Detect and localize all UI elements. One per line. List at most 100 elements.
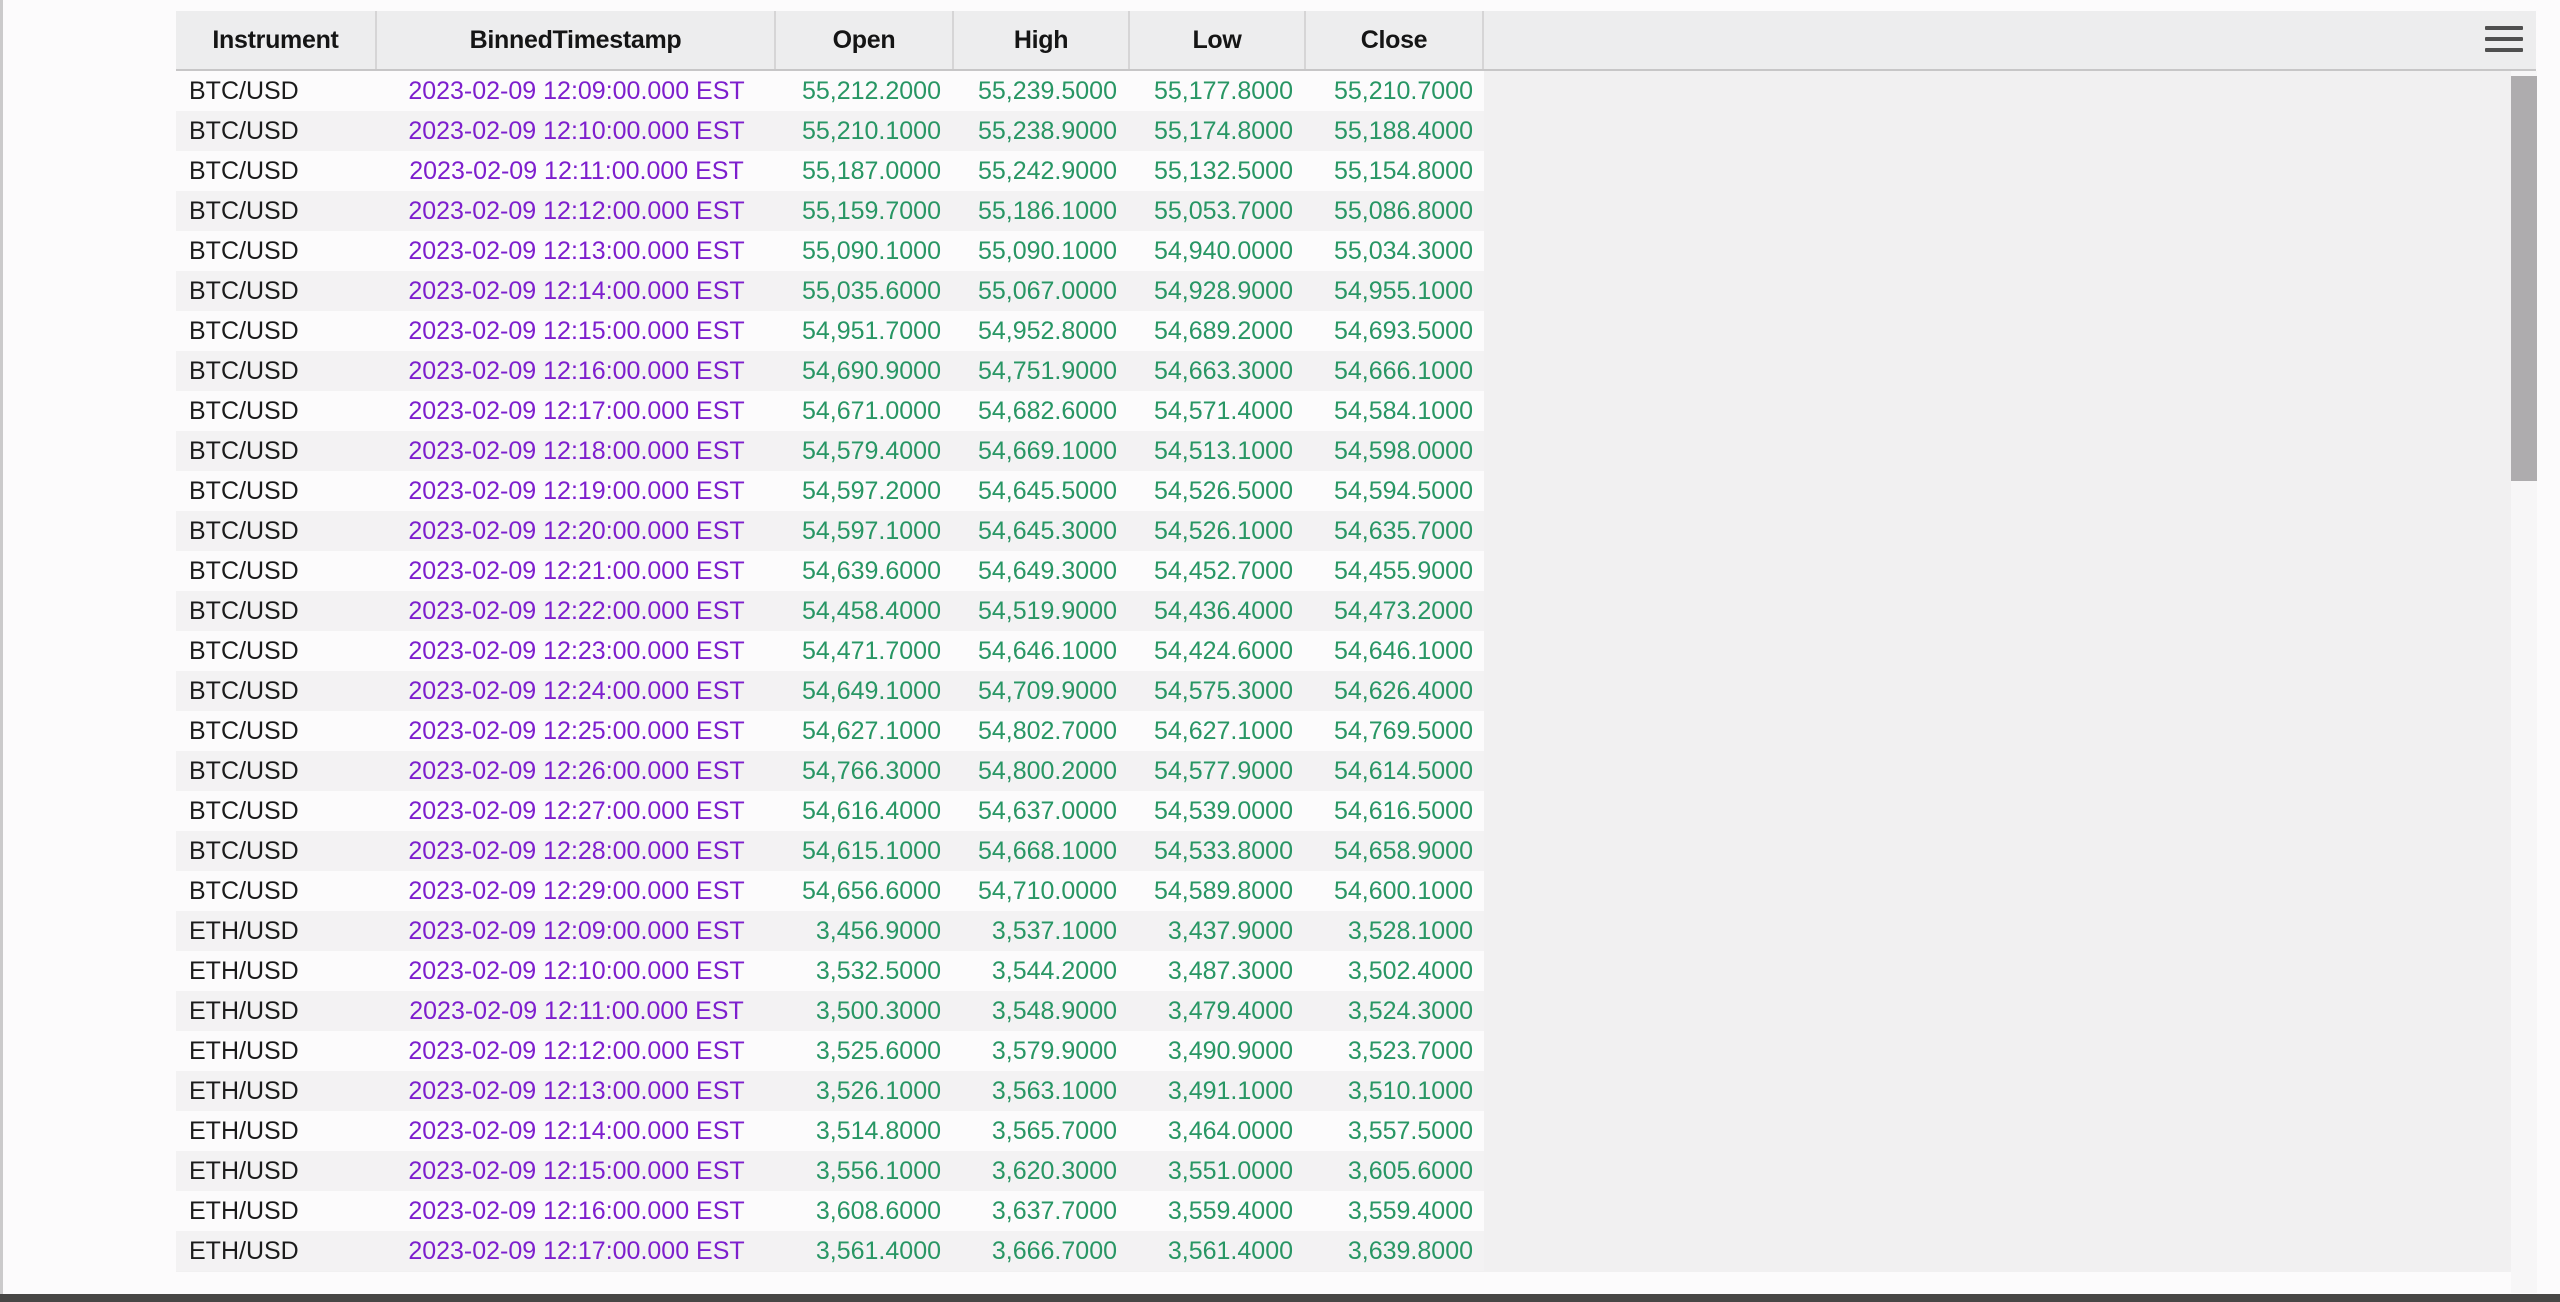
cell-close: 54,455.9000 (1333, 557, 1473, 585)
table-row[interactable]: BTC/USD 2023-02-09 12:10:00.000 EST 55,210… (176, 111, 1484, 151)
cell-open: 54,639.6000 (801, 557, 941, 585)
cell-high: 54,800.2000 (977, 757, 1117, 785)
cell-low: 3,551.0000 (1167, 1157, 1293, 1185)
cell-close: 54,635.7000 (1333, 517, 1473, 545)
table-row[interactable]: BTC/USD 2023-02-09 12:24:00.000 EST 54,649… (176, 671, 1484, 711)
cell-low: 3,561.4000 (1167, 1237, 1293, 1265)
column-header-low[interactable]: Low (1130, 11, 1306, 69)
cell-close: 54,646.1000 (1333, 637, 1473, 665)
cell-binned-timestamp: 2023-02-09 12:27:00.000 EST (408, 797, 745, 825)
table-row[interactable]: BTC/USD 2023-02-09 12:12:00.000 EST 55,159… (176, 191, 1484, 231)
cell-high: 54,646.1000 (977, 637, 1117, 665)
cell-binned-timestamp: 2023-02-09 12:29:00.000 EST (408, 877, 745, 905)
table-row[interactable]: ETH/USD 2023-02-09 12:15:00.000 EST 3,556.… (176, 1151, 1484, 1191)
table-row[interactable]: ETH/USD 2023-02-09 12:12:00.000 EST 3,525.… (176, 1031, 1484, 1071)
column-header-close[interactable]: Close (1306, 11, 1484, 69)
table-row[interactable]: BTC/USD 2023-02-09 12:28:00.000 EST 54,615… (176, 831, 1484, 871)
table-row[interactable]: BTC/USD 2023-02-09 12:14:00.000 EST 55,035… (176, 271, 1484, 311)
cell-instrument: BTC/USD (189, 77, 299, 105)
cell-instrument: ETH/USD (189, 997, 299, 1025)
table-row[interactable]: BTC/USD 2023-02-09 12:16:00.000 EST 54,690… (176, 351, 1484, 391)
table-row[interactable]: BTC/USD 2023-02-09 12:21:00.000 EST 54,639… (176, 551, 1484, 591)
cell-low: 54,589.8000 (1153, 877, 1293, 905)
cell-close: 55,154.8000 (1333, 157, 1473, 185)
cell-close: 54,769.5000 (1333, 717, 1473, 745)
cell-instrument: BTC/USD (189, 117, 299, 145)
cell-close: 3,557.5000 (1347, 1117, 1473, 1145)
cell-close: 54,614.5000 (1333, 757, 1473, 785)
table-row[interactable]: BTC/USD 2023-02-09 12:25:00.000 EST 54,627… (176, 711, 1484, 751)
cell-instrument: BTC/USD (189, 637, 299, 665)
column-header-high[interactable]: High (954, 11, 1130, 69)
cell-high: 54,669.1000 (977, 437, 1117, 465)
cell-instrument: BTC/USD (189, 837, 299, 865)
cell-instrument: ETH/USD (189, 917, 299, 945)
cell-close: 54,473.2000 (1333, 597, 1473, 625)
vertical-scrollbar-thumb[interactable] (2511, 76, 2537, 481)
column-header-open[interactable]: Open (776, 11, 954, 69)
cell-instrument: BTC/USD (189, 477, 299, 505)
cell-high: 54,802.7000 (977, 717, 1117, 745)
cell-close: 3,605.6000 (1347, 1157, 1473, 1185)
hamburger-bar (2485, 48, 2523, 52)
cell-low: 3,479.4000 (1167, 997, 1293, 1025)
table-row[interactable]: ETH/USD 2023-02-09 12:09:00.000 EST 3,456.… (176, 911, 1484, 951)
cell-high: 54,519.9000 (977, 597, 1117, 625)
cell-open: 3,532.5000 (815, 957, 941, 985)
cell-high: 54,649.3000 (977, 557, 1117, 585)
column-header-instrument[interactable]: Instrument (176, 11, 377, 69)
cell-instrument: BTC/USD (189, 677, 299, 705)
vertical-scrollbar-track[interactable] (2511, 71, 2537, 1293)
hamburger-bar (2485, 26, 2523, 30)
cell-open: 55,159.7000 (801, 197, 941, 225)
cell-open: 54,656.6000 (801, 877, 941, 905)
cell-binned-timestamp: 2023-02-09 12:11:00.000 EST (409, 157, 744, 185)
table-row[interactable]: BTC/USD 2023-02-09 12:20:00.000 EST 54,597… (176, 511, 1484, 551)
cell-instrument: BTC/USD (189, 237, 299, 265)
table-row[interactable]: BTC/USD 2023-02-09 12:11:00.000 EST 55,187… (176, 151, 1484, 191)
hamburger-menu-icon[interactable] (2485, 24, 2525, 54)
table-row[interactable]: BTC/USD 2023-02-09 12:09:00.000 EST 55,212… (176, 71, 1484, 111)
table-row[interactable]: ETH/USD 2023-02-09 12:10:00.000 EST 3,532.… (176, 951, 1484, 991)
cell-binned-timestamp: 2023-02-09 12:15:00.000 EST (408, 1157, 745, 1185)
cell-high: 54,682.6000 (977, 397, 1117, 425)
cell-low: 3,464.0000 (1167, 1117, 1293, 1145)
cell-high: 54,668.1000 (977, 837, 1117, 865)
table-row[interactable]: BTC/USD 2023-02-09 12:27:00.000 EST 54,616… (176, 791, 1484, 831)
cell-high: 55,090.1000 (977, 237, 1117, 265)
table-row[interactable]: ETH/USD 2023-02-09 12:13:00.000 EST 3,526.… (176, 1071, 1484, 1111)
cell-instrument: ETH/USD (189, 1197, 299, 1225)
cell-close: 3,523.7000 (1347, 1037, 1473, 1065)
table-row[interactable]: BTC/USD 2023-02-09 12:19:00.000 EST 54,597… (176, 471, 1484, 511)
table-row[interactable]: ETH/USD 2023-02-09 12:11:00.000 EST 3,500.… (176, 991, 1484, 1031)
column-header-binnedtimestamp[interactable]: BinnedTimestamp (377, 11, 776, 69)
hamburger-bar (2485, 37, 2523, 41)
table-row[interactable]: BTC/USD 2023-02-09 12:23:00.000 EST 54,471… (176, 631, 1484, 671)
cell-binned-timestamp: 2023-02-09 12:14:00.000 EST (408, 277, 745, 305)
cell-low: 54,424.6000 (1153, 637, 1293, 665)
table-row[interactable]: BTC/USD 2023-02-09 12:15:00.000 EST 54,951… (176, 311, 1484, 351)
cell-open: 55,210.1000 (801, 117, 941, 145)
table-row[interactable]: ETH/USD 2023-02-09 12:17:00.000 EST 3,561.… (176, 1231, 1484, 1271)
table-row[interactable]: BTC/USD 2023-02-09 12:26:00.000 EST 54,766… (176, 751, 1484, 791)
cell-open: 55,187.0000 (801, 157, 941, 185)
table-row[interactable]: ETH/USD 2023-02-09 12:14:00.000 EST 3,514.… (176, 1111, 1484, 1151)
table-row[interactable]: BTC/USD 2023-02-09 12:29:00.000 EST 54,656… (176, 871, 1484, 911)
cell-low: 54,526.5000 (1153, 477, 1293, 505)
table-row[interactable]: BTC/USD 2023-02-09 12:13:00.000 EST 55,090… (176, 231, 1484, 271)
table-row[interactable]: BTC/USD 2023-02-09 12:17:00.000 EST 54,671… (176, 391, 1484, 431)
cell-close: 55,210.7000 (1333, 77, 1473, 105)
cell-high: 3,563.1000 (991, 1077, 1117, 1105)
cell-open: 55,090.1000 (801, 237, 941, 265)
cell-binned-timestamp: 2023-02-09 12:10:00.000 EST (408, 957, 745, 985)
cell-high: 54,751.9000 (977, 357, 1117, 385)
cell-close: 54,955.1000 (1333, 277, 1473, 305)
cell-open: 3,526.1000 (815, 1077, 941, 1105)
cell-binned-timestamp: 2023-02-09 12:25:00.000 EST (408, 717, 745, 745)
cell-binned-timestamp: 2023-02-09 12:23:00.000 EST (408, 637, 745, 665)
table-row[interactable]: BTC/USD 2023-02-09 12:22:00.000 EST 54,458… (176, 591, 1484, 631)
table-row[interactable]: ETH/USD 2023-02-09 12:16:00.000 EST 3,608.… (176, 1191, 1484, 1231)
table-row[interactable]: BTC/USD 2023-02-09 12:18:00.000 EST 54,579… (176, 431, 1484, 471)
cell-instrument: BTC/USD (189, 197, 299, 225)
